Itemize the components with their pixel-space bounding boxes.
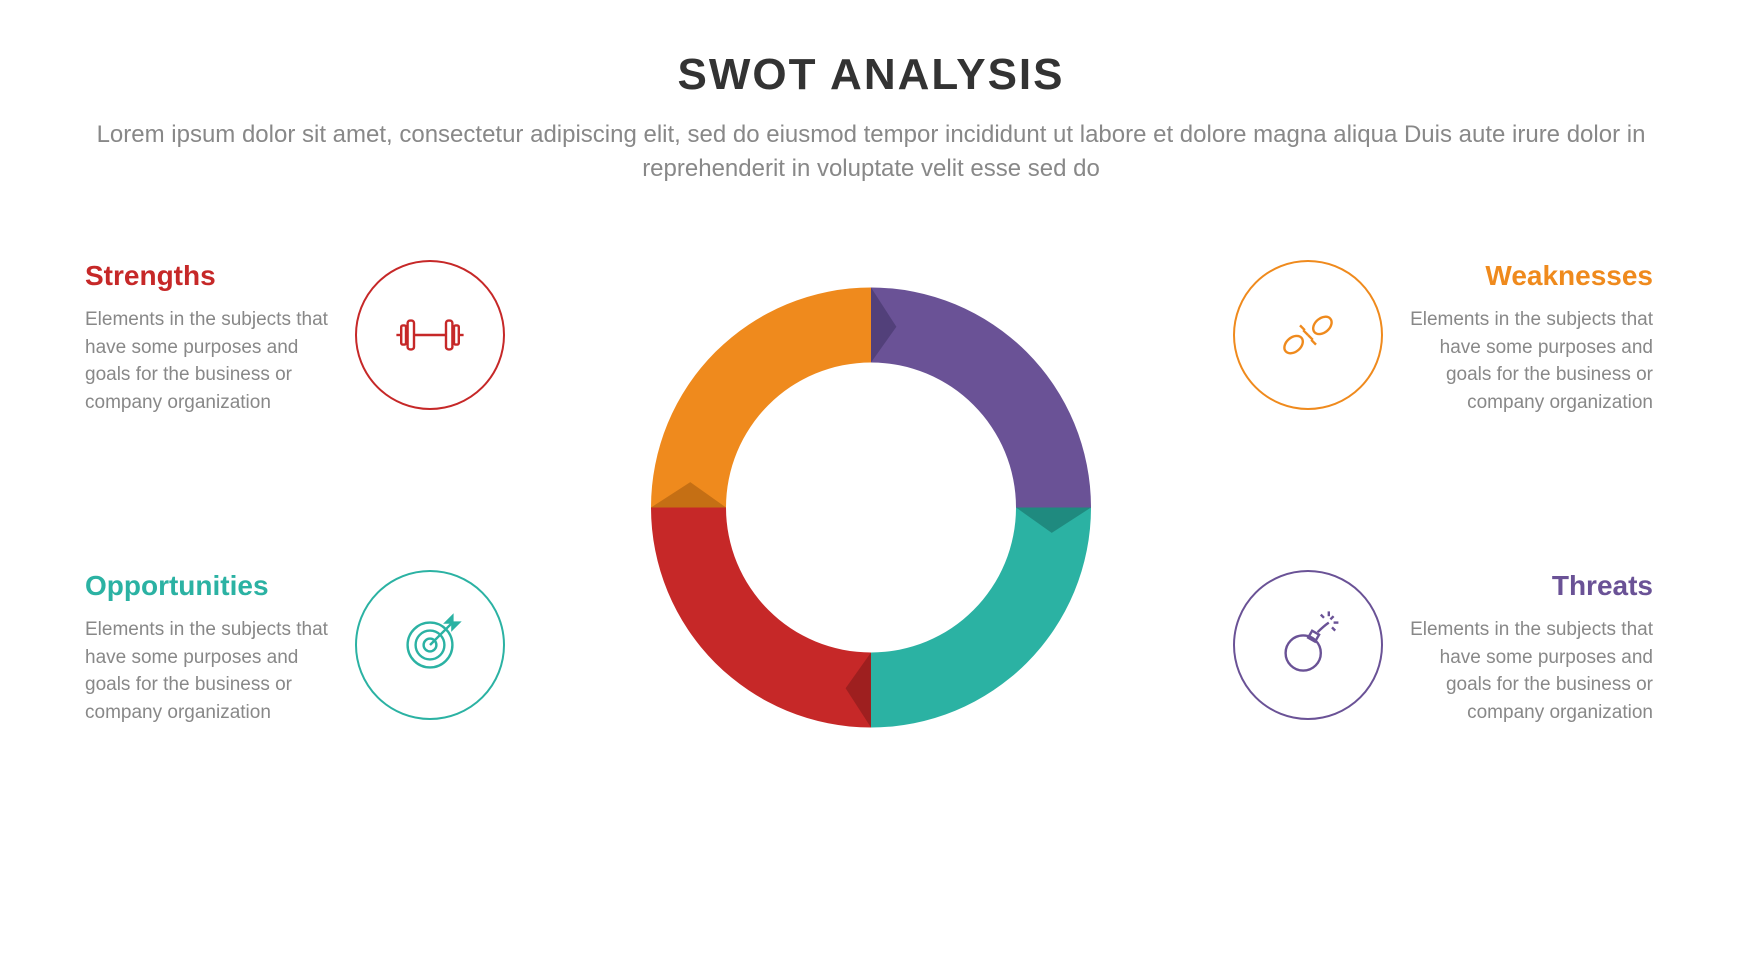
dumbbell-icon [390,295,470,375]
opportunities-icon-circle [355,570,505,720]
opportunities-description: Elements in the subjects that have some … [85,616,331,726]
opportunities-text: Opportunities Elements in the subjects t… [85,570,331,726]
opportunities-title: Opportunities [85,570,331,602]
strengths-description: Elements in the subjects that have some … [85,306,331,416]
broken-chain-icon [1268,295,1348,375]
bomb-icon [1268,605,1348,685]
weaknesses-description: Elements in the subjects that have some … [1407,306,1653,416]
target-icon [390,605,470,685]
quadrant-strengths: Strengths Elements in the subjects that … [85,260,505,416]
strengths-icon-circle [355,260,505,410]
strengths-text: Strengths Elements in the subjects that … [85,260,331,416]
page-title: SWOT ANALYSIS [0,50,1742,100]
weaknesses-title: Weaknesses [1407,260,1653,292]
swot-ring [641,278,1101,743]
weaknesses-icon-circle [1233,260,1383,410]
weaknesses-text: Weaknesses Elements in the subjects that… [1407,260,1653,416]
page-subtitle: Lorem ipsum dolor sit amet, consectetur … [0,118,1742,185]
threats-description: Elements in the subjects that have some … [1407,616,1653,726]
strengths-title: Strengths [85,260,331,292]
header: SWOT ANALYSIS Lorem ipsum dolor sit amet… [0,50,1742,185]
threats-title: Threats [1407,570,1653,602]
threats-icon-circle [1233,570,1383,720]
quadrant-threats: Threats Elements in the subjects that ha… [1233,570,1653,726]
quadrant-opportunities: Opportunities Elements in the subjects t… [85,570,505,726]
threats-text: Threats Elements in the subjects that ha… [1407,570,1653,726]
quadrant-weaknesses: Weaknesses Elements in the subjects that… [1233,260,1653,416]
